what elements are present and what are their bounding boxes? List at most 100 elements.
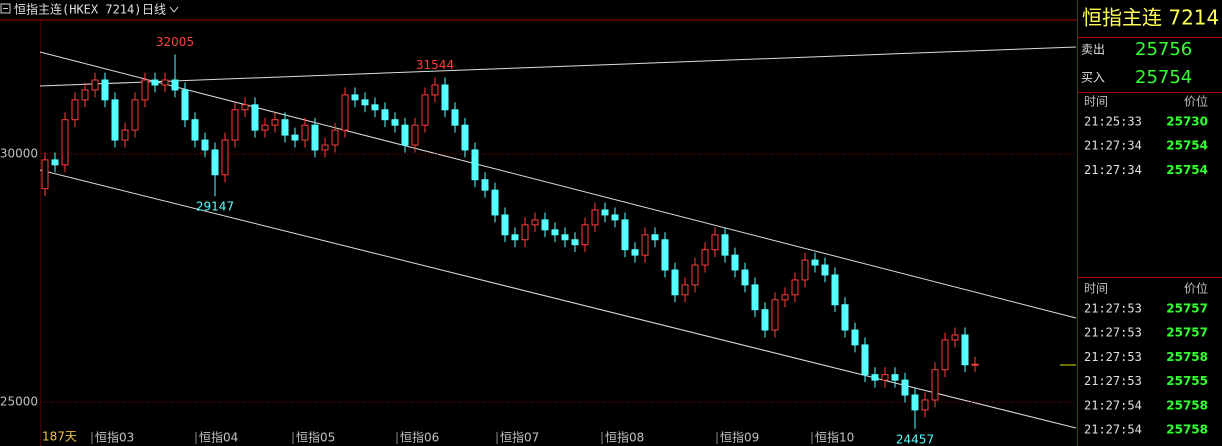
tick-price: 25755 bbox=[1166, 374, 1208, 388]
candle-body bbox=[751, 284, 759, 311]
candle-body bbox=[301, 124, 309, 141]
candle-body bbox=[781, 294, 789, 301]
candle-body bbox=[71, 99, 79, 121]
tick-price: 25758 bbox=[1166, 398, 1208, 412]
candle-body bbox=[791, 279, 799, 296]
candle-body bbox=[911, 394, 919, 411]
candle-body bbox=[951, 334, 959, 341]
x-label: 恒指04 bbox=[199, 430, 238, 445]
candle-body bbox=[801, 259, 809, 281]
tick-time: 21:27:54 bbox=[1084, 398, 1142, 412]
quote-panel: 恒指主连 7214 卖出 25756 买入 25754 时间 价位21:25:33… bbox=[1078, 6, 1222, 437]
candle-body bbox=[261, 124, 269, 131]
candle-body bbox=[761, 309, 769, 331]
candle-body bbox=[971, 363, 979, 366]
candle-body bbox=[741, 269, 749, 286]
candle-body bbox=[561, 234, 569, 241]
candle-body bbox=[201, 139, 209, 151]
candle-body bbox=[931, 369, 939, 401]
candle-body bbox=[891, 374, 899, 381]
candle-body bbox=[101, 79, 109, 101]
candle-body bbox=[771, 299, 779, 331]
candle-body bbox=[851, 329, 859, 346]
buy-price: 25754 bbox=[1135, 67, 1192, 88]
tick-time: 21:27:53 bbox=[1084, 374, 1142, 388]
candle-body bbox=[361, 99, 369, 106]
candle-body bbox=[511, 234, 519, 241]
sell-label: 卖出 bbox=[1081, 43, 1105, 57]
candle-body bbox=[601, 209, 609, 216]
candle-body bbox=[921, 399, 929, 411]
candle-body bbox=[661, 239, 669, 271]
candle-body bbox=[591, 209, 599, 226]
candle-body bbox=[531, 219, 539, 226]
candle-body bbox=[231, 109, 239, 141]
candle-body bbox=[131, 99, 139, 131]
candle-body bbox=[241, 104, 249, 111]
candle-body bbox=[681, 284, 689, 296]
candle-body bbox=[331, 129, 339, 146]
tick-time: 21:27:53 bbox=[1084, 302, 1142, 316]
candle-body bbox=[671, 269, 679, 296]
candle-body bbox=[421, 94, 429, 126]
candle-body bbox=[111, 99, 119, 141]
candle-body bbox=[461, 124, 469, 151]
x-label: 恒指07 bbox=[500, 430, 539, 445]
candle-body bbox=[251, 104, 259, 131]
candle-body bbox=[291, 134, 299, 141]
table-header: 时间 bbox=[1084, 95, 1108, 109]
tick-time: 21:27:34 bbox=[1084, 163, 1142, 177]
candle-body bbox=[621, 219, 629, 251]
candle-body bbox=[121, 129, 129, 141]
candle-body bbox=[391, 119, 399, 126]
tick-price: 25757 bbox=[1166, 302, 1208, 316]
candle-body bbox=[721, 234, 729, 256]
candle-body bbox=[611, 214, 619, 221]
table-header: 时间 bbox=[1084, 282, 1108, 296]
tick-price: 25758 bbox=[1166, 423, 1208, 437]
y-tick-label: 30000 bbox=[0, 146, 38, 160]
x-label: 恒指05 bbox=[296, 430, 335, 445]
candle-body bbox=[371, 104, 379, 111]
candle-body bbox=[381, 109, 389, 121]
candle-body bbox=[451, 109, 459, 126]
candle-body bbox=[581, 224, 589, 246]
candle-body bbox=[161, 79, 169, 86]
candle-body bbox=[501, 214, 509, 236]
y-tick-label: 25000 bbox=[0, 394, 38, 408]
candle-body bbox=[551, 229, 559, 236]
trend-line bbox=[39, 46, 1077, 87]
candle-body bbox=[221, 139, 229, 176]
trend-line bbox=[39, 51, 1077, 319]
period-caret[interactable] bbox=[169, 6, 179, 13]
candle-body bbox=[841, 304, 849, 331]
candle-body bbox=[631, 249, 639, 256]
buy-label: 买入 bbox=[1081, 71, 1105, 85]
candle-body bbox=[491, 189, 499, 216]
candle-body bbox=[151, 79, 159, 86]
candle-body bbox=[51, 159, 59, 166]
candle-body bbox=[871, 374, 879, 381]
menu-icon[interactable] bbox=[0, 3, 11, 14]
candle-body bbox=[481, 179, 489, 191]
high-label: 31544 bbox=[416, 58, 454, 72]
candle-body bbox=[441, 84, 449, 111]
candle-body bbox=[541, 219, 549, 231]
candle-body bbox=[691, 264, 699, 286]
candle-body bbox=[211, 149, 219, 176]
period-select[interactable]: 日线 bbox=[142, 3, 166, 17]
candle-body bbox=[711, 234, 719, 251]
candle-body bbox=[191, 119, 199, 141]
candle-body bbox=[271, 119, 279, 126]
candle-body bbox=[521, 224, 529, 241]
x-label: 恒指06 bbox=[400, 430, 439, 445]
candle-body bbox=[831, 274, 839, 306]
candle-body bbox=[341, 94, 349, 131]
candle-body bbox=[411, 124, 419, 146]
table-header: 价位 bbox=[1184, 281, 1208, 296]
sell-price: 25756 bbox=[1135, 39, 1192, 60]
candle-body bbox=[941, 339, 949, 371]
candle-body bbox=[961, 334, 969, 366]
